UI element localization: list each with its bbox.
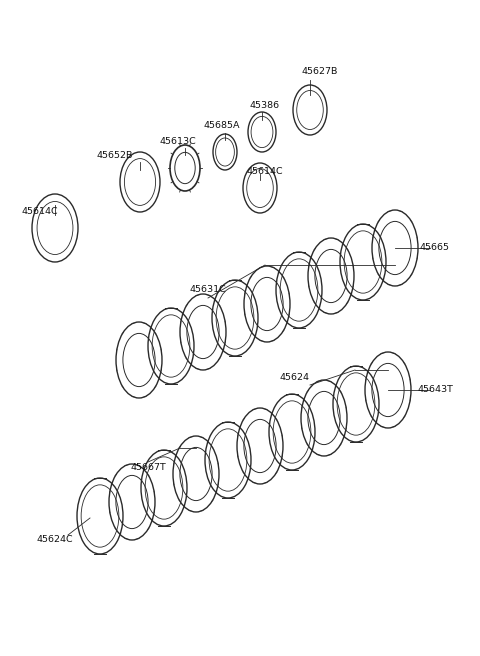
- Text: 45624: 45624: [280, 373, 310, 382]
- Text: 45614C: 45614C: [22, 207, 58, 216]
- Text: 45614C: 45614C: [247, 167, 283, 176]
- Text: 45613C: 45613C: [160, 138, 196, 146]
- Text: 45667T: 45667T: [130, 464, 166, 472]
- Text: 45643T: 45643T: [417, 386, 453, 394]
- Text: 45627B: 45627B: [302, 68, 338, 77]
- Text: 45624C: 45624C: [36, 535, 73, 544]
- Text: 45386: 45386: [250, 100, 280, 110]
- Text: 45685A: 45685A: [204, 121, 240, 131]
- Text: 45665: 45665: [420, 243, 450, 253]
- Text: 45652B: 45652B: [97, 150, 133, 159]
- Text: 45631C: 45631C: [190, 285, 227, 295]
